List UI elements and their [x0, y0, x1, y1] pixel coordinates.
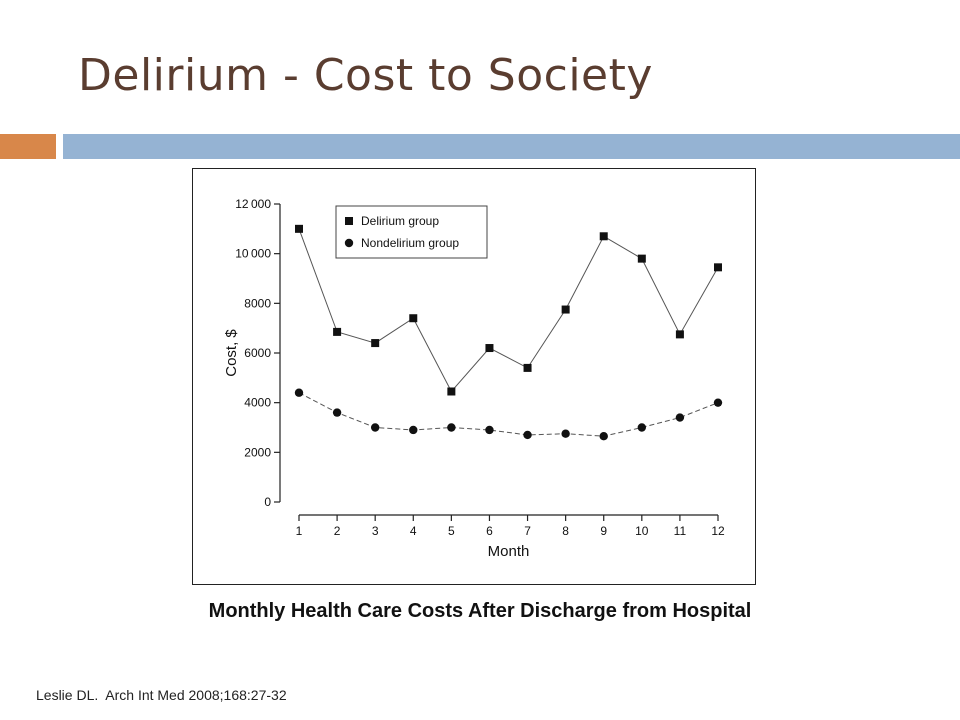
x-tick-label: 9	[600, 524, 607, 538]
data-point-delirium	[485, 344, 494, 353]
x-tick-label: 4	[410, 524, 417, 538]
data-point-delirium	[295, 224, 303, 233]
x-tick-label: 11	[674, 524, 687, 538]
slide-title: Delirium - Cost to Society	[78, 50, 653, 101]
data-point-nondelirium	[409, 425, 418, 435]
series-line-delirium	[298, 228, 719, 393]
data-point-delirium	[637, 254, 646, 263]
series-layer	[294, 224, 723, 441]
data-point-nondelirium	[332, 408, 342, 417]
x-axis-label: Month	[488, 543, 530, 560]
data-point-delirium	[409, 314, 418, 323]
y-tick-label: 4000	[244, 396, 271, 410]
chart-frame: 12 000 10 000 8000 6000 4000 2000 0 1 2 3 4 5 6 7 8 9 10…	[192, 168, 756, 585]
data-point-delirium	[714, 263, 722, 272]
citation: Leslie DL. Arch Int Med 2008;168:27-32	[36, 687, 287, 703]
legend-marker-square	[345, 217, 353, 225]
data-point-nondelirium	[523, 430, 532, 440]
data-point-delirium	[561, 305, 570, 314]
x-tick-label: 1	[296, 524, 303, 538]
data-point-nondelirium	[294, 388, 304, 397]
x-tick-label: 12	[711, 524, 725, 538]
data-point-delirium	[447, 387, 456, 396]
legend-label: Delirium group	[361, 214, 439, 228]
data-point-delirium	[599, 232, 608, 241]
data-point-nondelirium	[675, 413, 685, 422]
title-divider-bar	[63, 134, 960, 159]
y-axis-label: Cost, $	[223, 329, 240, 377]
y-tick-label: 6000	[244, 346, 271, 360]
y-tick-label: 2000	[244, 445, 271, 459]
data-point-nondelirium	[561, 429, 570, 438]
accent-bar	[0, 134, 56, 159]
data-point-delirium	[675, 330, 684, 339]
data-point-nondelirium	[637, 423, 647, 432]
legend-label: Nondelirium group	[361, 236, 459, 250]
series-line-nondelirium	[298, 392, 719, 437]
data-point-nondelirium	[485, 425, 494, 435]
data-point-delirium	[371, 339, 380, 348]
x-tick-label: 6	[486, 524, 493, 538]
y-tick-label: 12 000	[235, 197, 271, 211]
y-tick-label: 0	[264, 495, 271, 509]
legend: Delirium group Nondelirium group	[335, 205, 488, 259]
data-point-delirium	[523, 363, 532, 372]
data-point-nondelirium	[713, 398, 723, 407]
y-tick-label: 10 000	[235, 247, 271, 261]
legend-marker-circle	[344, 238, 354, 248]
data-point-delirium	[333, 327, 342, 336]
x-tick-label: 10	[635, 524, 649, 538]
legend-box	[335, 205, 488, 259]
data-point-nondelirium	[447, 423, 456, 432]
y-tick-label: 8000	[244, 296, 271, 310]
x-tick-label: 2	[334, 524, 341, 538]
x-tick-label: 3	[372, 524, 379, 538]
data-point-nondelirium	[370, 423, 380, 432]
x-tick-label: 7	[524, 524, 531, 538]
data-point-nondelirium	[599, 431, 608, 441]
x-tick-label: 8	[562, 524, 569, 538]
x-tick-label: 5	[448, 524, 455, 538]
chart-caption: Monthly Health Care Costs After Discharg…	[208, 600, 752, 622]
